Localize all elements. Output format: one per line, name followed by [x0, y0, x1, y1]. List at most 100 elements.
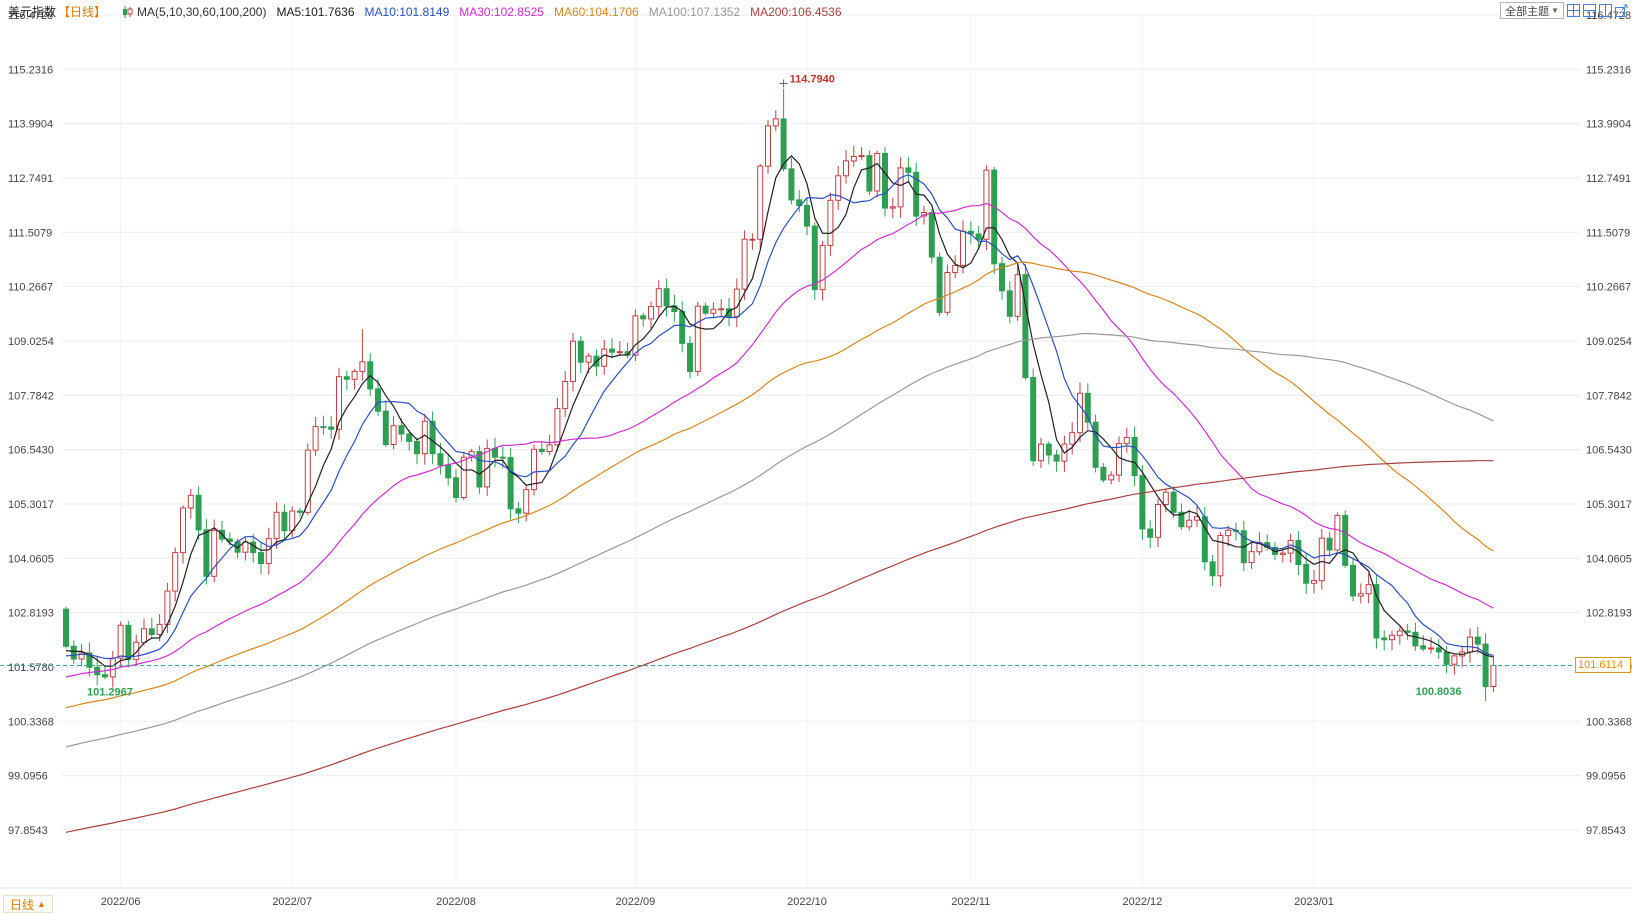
candle-body — [1217, 535, 1224, 577]
candle-body — [1014, 274, 1021, 317]
candle-body — [1490, 665, 1497, 687]
candle-body — [289, 510, 296, 532]
candle-body — [726, 308, 732, 318]
candle-body — [648, 306, 654, 320]
candle-body — [1474, 636, 1481, 645]
candle-body — [655, 288, 662, 308]
period-tab-label: 日线 — [10, 897, 35, 912]
y-axis-label-right: 107.7842 — [1586, 390, 1632, 402]
candle-body — [63, 608, 69, 647]
triangle-up-icon: ▲ — [37, 899, 46, 909]
candle-body — [281, 511, 288, 532]
candle-body — [577, 340, 584, 363]
candle-body — [1435, 647, 1442, 653]
y-axis-label-left: 111.5079 — [8, 227, 52, 239]
candle-body — [1357, 593, 1364, 597]
grid-layout-icon[interactable] — [1567, 4, 1580, 17]
candle-body — [437, 453, 444, 466]
y-axis-label-left: 97.8543 — [8, 825, 48, 837]
candle-body — [375, 388, 381, 412]
y-axis-label-left: 102.8193 — [8, 608, 54, 620]
split-horizontal-icon[interactable] — [1583, 4, 1596, 17]
candle-body — [203, 529, 210, 577]
candle-body — [1311, 580, 1317, 584]
y-axis-label-left: 109.0254 — [8, 336, 54, 348]
candle-body — [320, 426, 327, 429]
candle-body — [125, 624, 132, 660]
y-axis-label-right: 105.3017 — [1586, 499, 1632, 511]
candle-body — [772, 118, 779, 127]
candle-body — [515, 508, 522, 514]
y-axis-label-right: 97.8543 — [1586, 825, 1626, 837]
y-axis-label-right: 102.8193 — [1586, 608, 1632, 620]
candle-body — [156, 623, 163, 636]
candle-body — [476, 451, 483, 488]
candle-body — [1381, 637, 1388, 641]
candle-body — [1038, 443, 1044, 462]
candle-body — [1279, 552, 1286, 555]
candle-body — [1373, 584, 1380, 639]
candle-body — [765, 125, 771, 167]
y-axis-label-left: 105.3017 — [8, 499, 54, 511]
candle-body — [975, 233, 982, 240]
candle-body — [1170, 491, 1177, 513]
candle-body — [492, 447, 498, 458]
candle-body — [265, 538, 272, 564]
candle-body — [312, 426, 319, 451]
y-axis-label-left: 101.5780 — [8, 662, 54, 674]
candle-body — [148, 628, 155, 635]
candle-body — [640, 315, 647, 320]
candle-body — [1225, 529, 1232, 537]
candle-body — [1350, 564, 1356, 597]
candle-body — [531, 448, 537, 491]
candle-body — [616, 351, 623, 354]
x-axis-label: 2022/06 — [101, 896, 141, 908]
candle-body — [328, 426, 335, 430]
candle-body — [889, 206, 896, 209]
ma-values-group: MA5:101.7636 MA10:101.8149 MA30:102.8525 MA… — [266, 5, 841, 19]
split-vertical-icon[interactable] — [1599, 4, 1612, 17]
symbol-title: 美元指数 — [8, 5, 57, 19]
candle-body — [273, 511, 280, 540]
candle-body — [710, 308, 717, 314]
x-axis-label: 2022/07 — [272, 896, 312, 908]
candle-body — [1077, 392, 1083, 434]
candle-body — [780, 118, 787, 170]
candle-body — [133, 641, 140, 660]
theme-selector[interactable]: 全部主题 ▼ — [1500, 2, 1564, 19]
y-axis-label-right: 106.5430 — [1586, 445, 1632, 457]
candle-body — [1092, 421, 1099, 468]
candle-body — [1155, 504, 1161, 538]
candle-body — [1045, 443, 1052, 456]
high-annotation: 114.7940 — [790, 74, 835, 86]
candle-body — [1326, 537, 1333, 551]
candle-body — [757, 165, 764, 240]
candle-body — [180, 507, 186, 554]
candle-body — [1342, 514, 1349, 566]
candle-body — [718, 308, 725, 311]
y-axis-label-right: 111.5079 — [1586, 227, 1630, 239]
candle-body — [796, 199, 803, 207]
candle-body — [86, 652, 93, 668]
candle-body — [1108, 474, 1115, 481]
candle-body — [827, 199, 834, 246]
candle-body — [398, 425, 405, 435]
x-axis-label: 2022/12 — [1123, 896, 1163, 908]
candle-body — [1420, 645, 1427, 650]
period-selector-tab[interactable]: 日线 ▲ — [3, 895, 53, 913]
top-right-controls: 全部主题 ▼ — [1500, 2, 1628, 19]
candle-body — [1428, 647, 1434, 650]
candle-body — [1389, 634, 1395, 641]
maximize-icon[interactable] — [1615, 4, 1628, 17]
candle-body — [141, 628, 147, 643]
candle-body — [1396, 630, 1403, 636]
last-price-badge: 101.6114 — [1575, 657, 1631, 673]
candle-body — [554, 408, 561, 446]
candle-body — [1467, 636, 1473, 653]
candle-body — [304, 449, 311, 513]
candle-body — [1318, 537, 1325, 582]
y-axis-label-left: 99.0956 — [8, 771, 48, 783]
